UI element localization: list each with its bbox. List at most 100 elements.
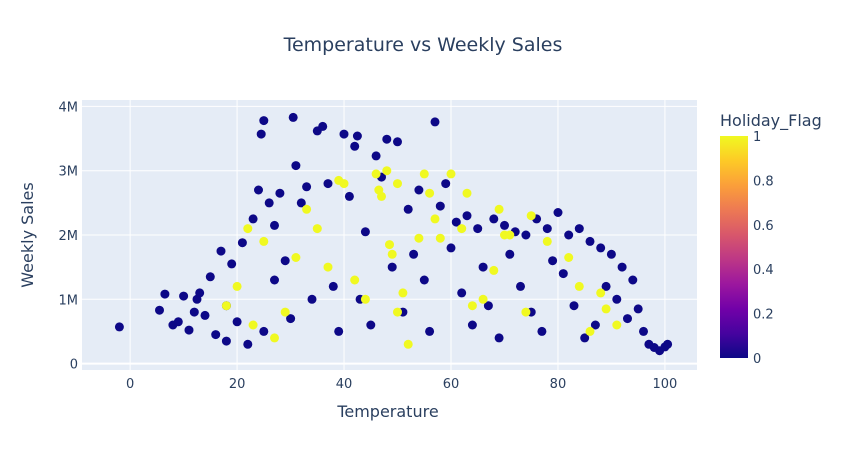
data-point <box>371 151 381 161</box>
data-point <box>360 294 370 304</box>
data-point <box>542 236 552 246</box>
x-tick-label: 0 <box>126 377 134 392</box>
colorbar-tick-label: 1 <box>753 130 761 145</box>
data-point <box>489 265 499 275</box>
data-point <box>548 256 558 266</box>
data-point <box>237 238 247 248</box>
data-point <box>350 275 360 285</box>
data-point <box>628 275 638 285</box>
data-point <box>542 224 552 234</box>
x-tick-label: 80 <box>550 377 567 392</box>
data-point <box>270 220 279 230</box>
data-point <box>280 307 290 317</box>
data-point <box>612 294 622 304</box>
data-point <box>451 217 461 227</box>
colorbar-tick-label: 0.2 <box>753 308 774 323</box>
data-point <box>569 301 579 311</box>
data-point <box>623 314 632 324</box>
data-point <box>339 129 349 139</box>
data-point <box>323 179 333 189</box>
data-point <box>385 240 394 250</box>
data-point <box>403 339 413 349</box>
data-point <box>248 320 258 330</box>
y-axis-ticks: 0 1M 2M 3M 4M <box>59 100 79 372</box>
y-tick-label: 4M <box>59 100 79 115</box>
data-point <box>462 211 472 221</box>
data-point <box>558 269 568 279</box>
data-point <box>387 249 397 259</box>
data-point <box>155 305 164 315</box>
x-axis-title: Temperature <box>336 402 438 421</box>
colorbar-ticks: 0 0.2 0.4 0.6 0.8 1 <box>753 130 774 367</box>
data-point <box>489 214 499 224</box>
data-point <box>585 236 595 246</box>
colorbar-title: Holiday_Flag <box>720 111 822 131</box>
data-point <box>521 230 531 240</box>
data-point <box>184 325 194 335</box>
data-point <box>393 179 402 189</box>
data-point <box>478 262 488 272</box>
data-point <box>382 134 392 144</box>
data-point <box>403 204 413 214</box>
data-point <box>232 281 242 291</box>
data-point <box>270 333 279 343</box>
data-point <box>446 169 456 179</box>
data-point <box>339 179 349 189</box>
data-point <box>564 230 574 240</box>
x-tick-label: 20 <box>229 377 246 392</box>
data-point <box>601 304 611 314</box>
data-point <box>601 281 611 291</box>
data-point <box>114 322 124 332</box>
colorbar <box>720 136 748 358</box>
data-point <box>585 326 595 336</box>
colorbar-tick-label: 0.4 <box>753 263 774 278</box>
data-point <box>414 185 424 195</box>
data-point <box>328 281 338 291</box>
data-point <box>173 317 183 327</box>
data-point <box>606 249 616 259</box>
data-point <box>296 198 306 208</box>
data-point <box>371 169 381 179</box>
data-point <box>179 291 189 301</box>
data-point <box>291 161 301 171</box>
data-point <box>280 256 290 266</box>
data-point <box>516 281 525 291</box>
data-point <box>564 253 574 262</box>
data-point <box>264 198 274 208</box>
data-point <box>617 262 627 272</box>
data-point <box>494 333 504 343</box>
y-tick-label: 2M <box>59 229 79 244</box>
x-tick-label: 100 <box>652 377 677 392</box>
x-tick-label: 60 <box>443 377 460 392</box>
data-point <box>590 320 600 330</box>
data-point <box>596 243 606 253</box>
data-point <box>256 129 266 139</box>
data-point <box>639 326 648 336</box>
data-point <box>286 314 296 324</box>
data-point <box>574 224 584 234</box>
data-point <box>344 191 354 201</box>
data-point <box>633 304 643 314</box>
y-tick-label: 0 <box>70 358 78 373</box>
data-point <box>574 281 584 291</box>
data-point <box>505 230 515 240</box>
data-point <box>275 188 285 198</box>
data-point <box>467 301 477 311</box>
data-point <box>334 326 344 336</box>
data-point <box>307 294 317 304</box>
data-point <box>505 249 515 259</box>
y-axis-title: Weekly Sales <box>18 182 37 287</box>
data-point <box>195 288 205 298</box>
data-point <box>409 249 419 259</box>
data-point <box>205 272 215 282</box>
colorbar-tick-label: 0.8 <box>753 174 774 189</box>
data-point <box>462 188 472 198</box>
y-tick-label: 1M <box>59 293 79 308</box>
data-point <box>221 301 231 311</box>
data-point <box>288 112 298 122</box>
data-point <box>393 137 402 147</box>
data-point <box>243 224 253 234</box>
data-point <box>366 320 376 330</box>
data-point <box>483 301 493 311</box>
